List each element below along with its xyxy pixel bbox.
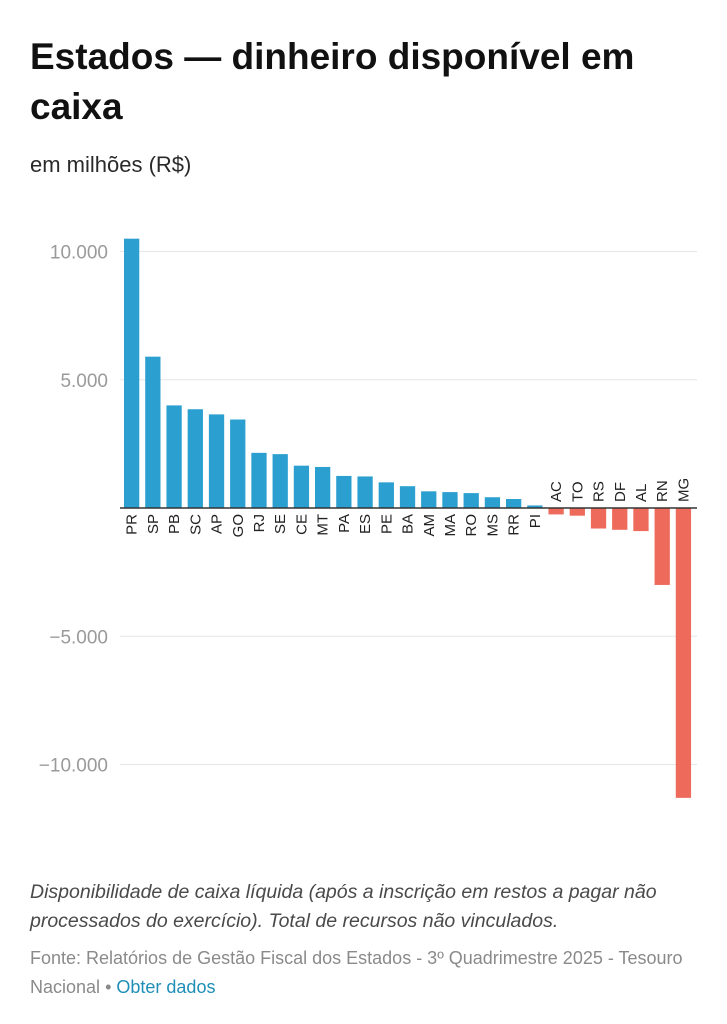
bar-sc: [187, 409, 203, 508]
bar-ba: [399, 486, 416, 508]
category-label: PE: [378, 514, 395, 534]
bar-ma: [442, 492, 458, 508]
bar-df: [612, 508, 628, 530]
y-tick-label: −10.000: [39, 756, 108, 777]
bar-ce: [293, 465, 310, 508]
bar-rr: [506, 499, 522, 508]
category-label: SC: [187, 514, 204, 535]
bar-pa: [336, 475, 352, 508]
y-tick-label: −5.000: [49, 627, 108, 648]
category-label: RN: [654, 480, 671, 502]
category-label: GO: [230, 514, 247, 537]
category-label: MT: [315, 514, 332, 536]
chart-title: Estados — dinheiro disponível em caixa: [30, 36, 635, 127]
category-label: MG: [675, 478, 692, 502]
bar-ac: [548, 508, 564, 515]
bar-pe: [378, 482, 394, 508]
bar-am: [421, 491, 437, 508]
y-tick-label: 5.000: [60, 371, 108, 392]
category-label: PA: [336, 514, 353, 533]
category-label: AP: [209, 514, 226, 534]
category-label: AM: [421, 514, 438, 537]
category-label: DF: [612, 482, 629, 502]
category-label: RJ: [251, 514, 268, 532]
bar-rs: [590, 508, 607, 529]
category-label: BA: [400, 514, 417, 534]
bar-ap: [208, 414, 225, 508]
bars: [124, 238, 692, 798]
category-label: AL: [633, 484, 650, 502]
bar-chart: 10.000 5.000 −5.000 −10.000 PR SP PB SC AP GO RJ S…: [39, 238, 697, 798]
bar-rn: [654, 508, 670, 585]
category-label: CE: [293, 514, 310, 535]
bar-sp: [145, 356, 161, 508]
bar-pr: [124, 238, 140, 508]
bar-pi: [527, 505, 543, 508]
source-text: Fonte: Relatórios de Gestão Fiscal dos E…: [30, 948, 683, 997]
bar-es: [357, 476, 373, 508]
category-label: MA: [442, 514, 459, 537]
bar-pb: [166, 405, 182, 508]
category-label: RS: [591, 481, 608, 502]
category-label: PR: [124, 514, 141, 535]
bar-mt: [315, 466, 331, 508]
bar-go: [230, 419, 246, 508]
grid-lines: [120, 251, 697, 765]
chart-note: Disponibilidade de caixa líquida (após a…: [30, 881, 657, 932]
bar-rj: [251, 452, 267, 508]
category-label: SE: [272, 514, 289, 534]
category-label: MS: [484, 514, 501, 537]
y-axis-ticks: 10.000 5.000 −5.000 −10.000: [39, 243, 108, 777]
get-data-link[interactable]: Obter dados: [116, 977, 216, 997]
category-label: ES: [357, 514, 374, 534]
bar-to: [569, 508, 585, 516]
category-label: AC: [548, 481, 565, 502]
category-label: RR: [506, 514, 523, 536]
category-label: SP: [145, 514, 162, 534]
chart-subtitle: em milhões (R$): [30, 152, 192, 177]
category-label: TO: [569, 481, 586, 502]
bar-al: [633, 508, 649, 532]
category-label: PI: [527, 514, 544, 528]
category-labels: PR SP PB SC AP GO RJ SE CE MT PA ES PE BA AM MA RO MS RR PI…: [124, 478, 693, 538]
category-label: RO: [463, 514, 480, 537]
bar-ms: [484, 497, 501, 508]
y-tick-label: 10.000: [50, 243, 108, 264]
bar-mg: [675, 508, 692, 798]
bar-se: [272, 454, 288, 508]
chart-source: Fonte: Relatórios de Gestão Fiscal dos E…: [30, 944, 710, 1002]
bar-ro: [463, 493, 479, 508]
source-separator: •: [105, 977, 112, 997]
category-label: PB: [166, 514, 183, 534]
